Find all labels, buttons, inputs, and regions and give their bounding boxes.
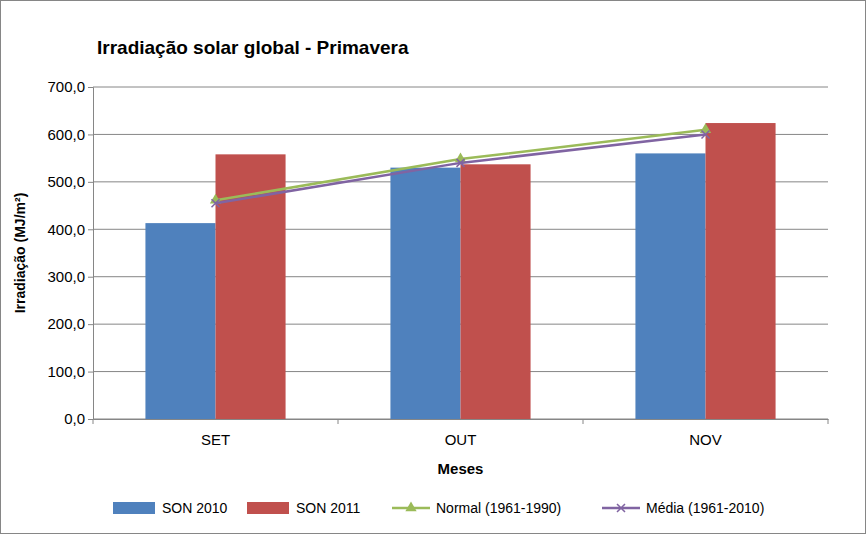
legend-label: Média (1961-2010) <box>646 500 764 516</box>
bar <box>706 123 776 419</box>
grid-line <box>93 87 828 88</box>
marker <box>702 130 710 138</box>
x-tick: SET <box>201 419 230 448</box>
y-tick-mark <box>88 182 93 183</box>
legend-marker <box>405 501 416 511</box>
y-tick: 500,0 <box>47 173 93 190</box>
legend-swatch <box>113 502 155 514</box>
line <box>216 134 706 203</box>
y-tick-label: 700,0 <box>47 78 85 95</box>
y-tick-mark <box>88 229 93 230</box>
bar <box>461 164 531 419</box>
x-axis-line <box>94 419 829 420</box>
category-separator <box>338 419 339 424</box>
bar <box>145 223 215 419</box>
y-tick-mark <box>88 372 93 373</box>
y-axis-line <box>88 88 94 420</box>
x-tick-label: SET <box>201 431 230 448</box>
category-separator <box>93 419 94 424</box>
marker <box>212 199 220 207</box>
chart: 0,0 100,0 200,0 300,0 400,0 500,0 600,0 700,0 SE… <box>0 0 866 534</box>
grid <box>93 87 828 419</box>
legend: SON 2010 SON 2011 Normal (1961-1990) Média … <box>113 500 764 516</box>
category-separator <box>828 419 829 424</box>
y-tick-label: 100,0 <box>47 363 85 380</box>
y-tick-mark <box>88 419 93 420</box>
y-tick: 100,0 <box>47 363 93 380</box>
y-tick: 0,0 <box>64 410 93 427</box>
chart-border <box>1 1 866 534</box>
y-tick-mark <box>88 134 93 135</box>
marker <box>455 153 466 163</box>
y-tick: 600,0 <box>47 126 93 143</box>
x-axis: SET OUT NOV <box>94 419 829 448</box>
x-tick-label: OUT <box>445 431 477 448</box>
x-tick-label: NOV <box>689 431 722 448</box>
y-tick: 300,0 <box>47 268 93 285</box>
y-tick: 200,0 <box>47 315 93 332</box>
legend-label: SON 2010 <box>162 500 228 516</box>
x-tick: NOV <box>689 419 722 448</box>
bar <box>390 168 460 419</box>
y-tick-label: 500,0 <box>47 173 85 190</box>
legend-marker <box>617 504 625 512</box>
y-tick: 400,0 <box>47 221 93 238</box>
y-axis: 0,0 100,0 200,0 300,0 400,0 500,0 600,0 700,0 <box>47 78 93 427</box>
y-tick-label: 400,0 <box>47 221 85 238</box>
category-separator <box>583 419 584 424</box>
y-tick-label: 600,0 <box>47 126 85 143</box>
y-tick: 700,0 <box>47 78 93 95</box>
y-tick-mark <box>88 324 93 325</box>
legend-label: SON 2011 <box>296 500 361 516</box>
y-tick-label: 0,0 <box>64 410 85 427</box>
line <box>216 130 706 201</box>
legend-swatch <box>247 502 289 514</box>
x-axis-title: Meses <box>438 460 484 477</box>
x-tick: OUT <box>445 419 477 448</box>
title: Irradiação solar global - Primavera <box>97 37 409 58</box>
plot-marks <box>145 123 775 419</box>
bar <box>635 153 705 419</box>
y-tick-label: 200,0 <box>47 315 85 332</box>
y-axis-title: Irradiação (MJ/m²) <box>12 193 28 314</box>
marker <box>457 159 465 167</box>
legend-label: Normal (1961-1990) <box>436 500 561 516</box>
y-tick-mark <box>88 277 93 278</box>
y-tick-label: 300,0 <box>47 268 85 285</box>
y-tick-mark <box>88 87 93 88</box>
